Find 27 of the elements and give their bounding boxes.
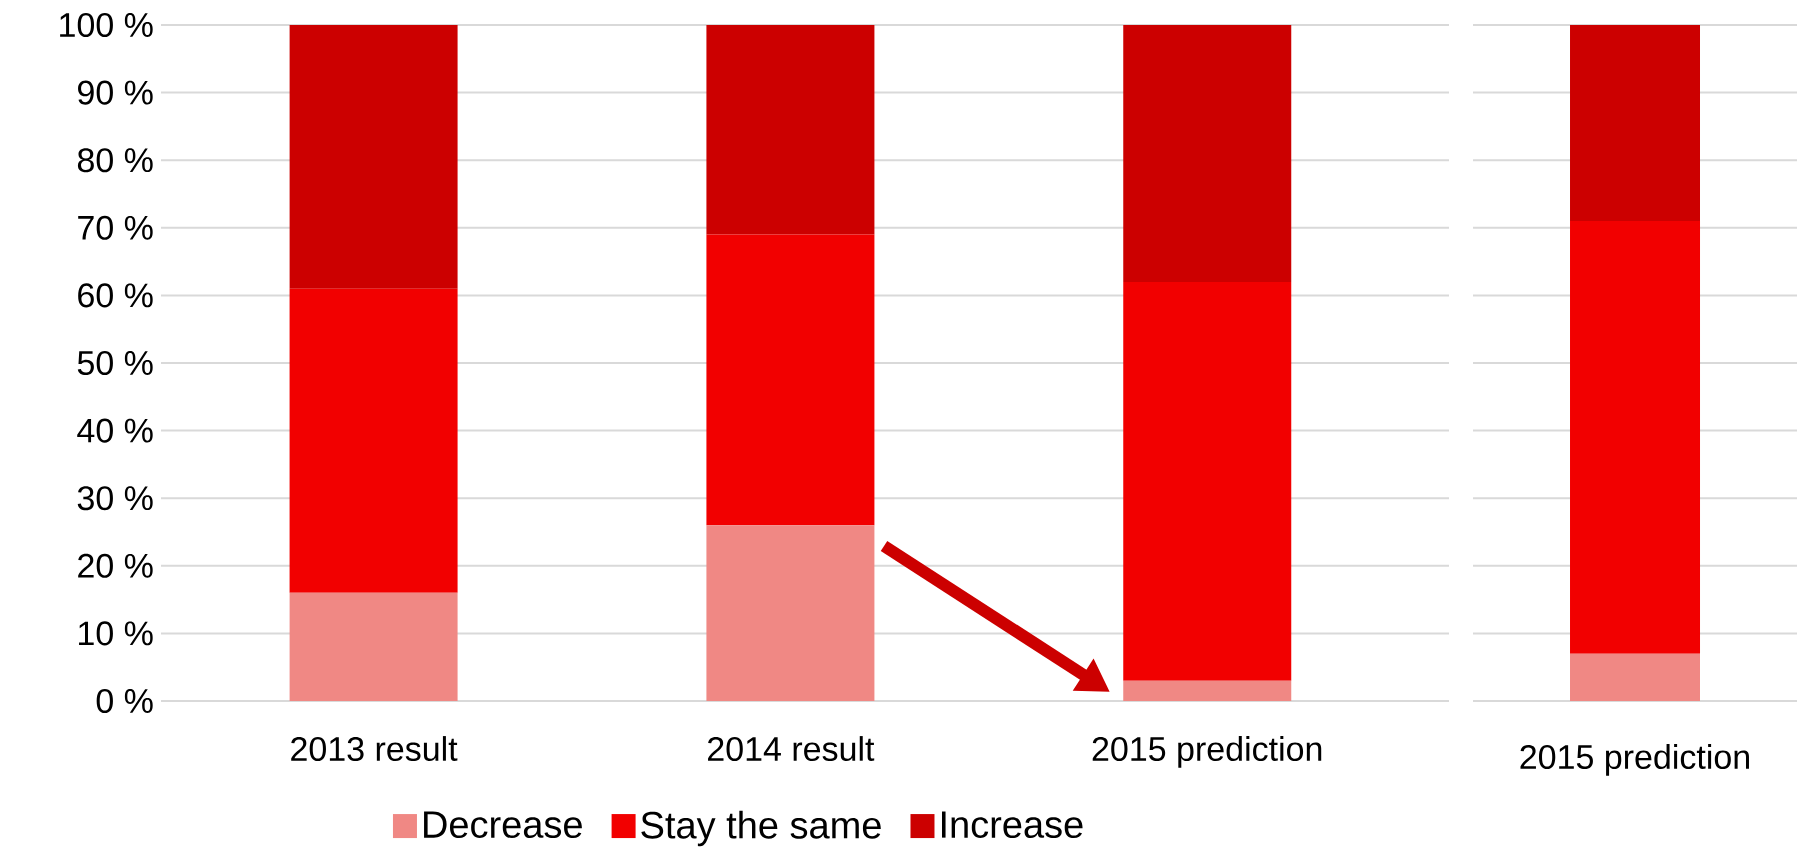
y-tick-label: 70 % <box>78 215 153 240</box>
y-tick-label: 60 % <box>78 283 153 308</box>
bar <box>1123 680 1292 701</box>
bar <box>706 25 875 235</box>
y-tick-label: 80 % <box>77 148 153 173</box>
x-tick-label: 2014 result <box>708 736 875 762</box>
y-tick-label: 20 % <box>78 553 153 578</box>
bar <box>1123 25 1292 282</box>
y-tick-label: 50 % <box>77 350 153 376</box>
legend-label: Increase <box>942 811 1083 839</box>
bar <box>706 234 875 526</box>
y-tick-label: 90 % <box>78 80 153 105</box>
bar <box>289 25 458 289</box>
bar <box>289 592 458 701</box>
bar <box>1123 281 1292 681</box>
y-tick-label: 0 % <box>96 688 153 714</box>
legend-label: Decrease <box>424 811 582 839</box>
y-tick-label: 100 % <box>60 12 153 38</box>
x-tick-label: 2015 prediction <box>1520 744 1749 776</box>
legend-label: Stay the same <box>641 810 881 847</box>
bar <box>706 525 875 701</box>
x-tick-label: 2015 prediction <box>1092 736 1322 768</box>
y-tick-label: 10 % <box>79 621 153 646</box>
y-tick-label: 40 % <box>77 418 153 443</box>
x-tick-label: 2013 result <box>291 736 458 762</box>
y-tick-label: 30 % <box>77 486 153 511</box>
bar <box>289 288 458 593</box>
